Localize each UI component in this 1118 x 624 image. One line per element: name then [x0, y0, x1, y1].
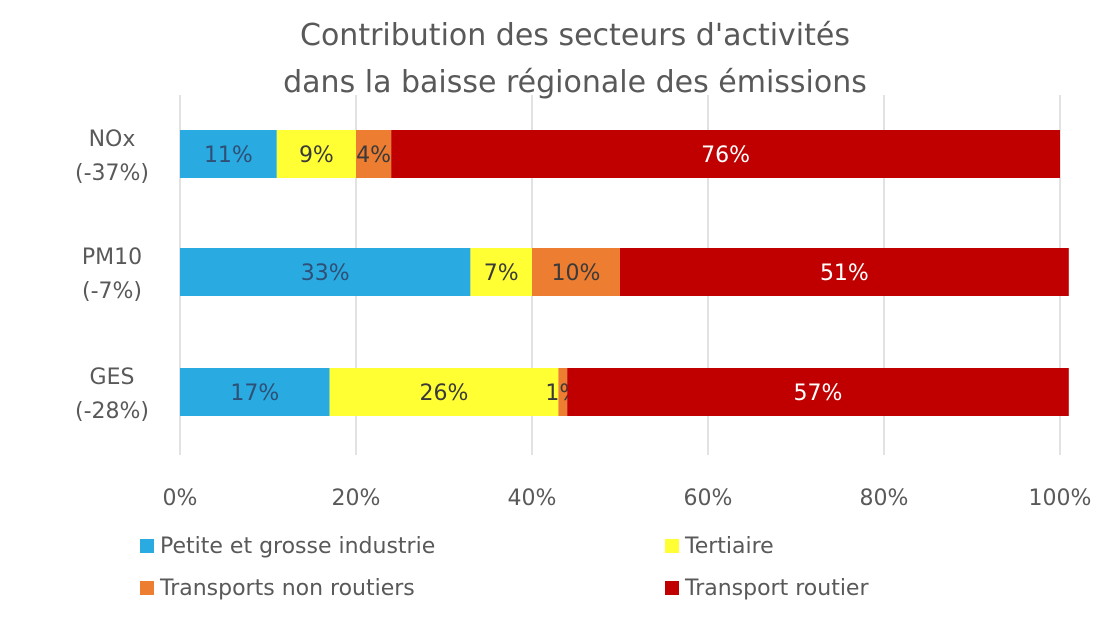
chart-title-line: dans la baisse régionale des émissions	[283, 65, 867, 100]
x-tick-label: 0%	[163, 486, 198, 511]
data-label: 17%	[230, 381, 279, 406]
x-tick-label: 60%	[684, 486, 733, 511]
category-label: GES	[90, 365, 135, 390]
data-label: 7%	[484, 261, 519, 286]
x-tick-label: 40%	[508, 486, 557, 511]
category-label: (-37%)	[75, 161, 149, 186]
category-label: NOx	[89, 127, 136, 152]
bar-segment	[532, 248, 620, 296]
legend-label: Transports non routiers	[159, 576, 415, 601]
chart-title-line: Contribution des secteurs d'activités	[300, 18, 850, 53]
data-label: 76%	[701, 143, 750, 168]
bar-segment	[558, 368, 568, 416]
legend-label: Tertiaire	[684, 534, 774, 559]
bar-segment	[470, 248, 532, 296]
category-label: (-7%)	[82, 279, 142, 304]
legend-label: Transport routier	[684, 576, 869, 601]
data-label: 11%	[204, 143, 253, 168]
bar-segment	[329, 368, 559, 416]
data-label: 26%	[420, 381, 469, 406]
category-label: (-28%)	[75, 399, 149, 424]
bar-segment	[391, 130, 1060, 178]
data-label: 51%	[820, 261, 869, 286]
x-tick-label: 80%	[860, 486, 909, 511]
category-label: PM10	[82, 245, 142, 270]
x-tick-label: 100%	[1029, 486, 1092, 511]
bar-segment	[356, 130, 392, 178]
legend-swatch	[665, 539, 679, 553]
data-label: 10%	[552, 261, 601, 286]
legend-swatch	[140, 581, 154, 595]
bar-segment	[180, 368, 330, 416]
bar-segment	[567, 368, 1069, 416]
data-label: 33%	[301, 261, 350, 286]
legend-swatch	[665, 581, 679, 595]
bar-segment	[180, 130, 277, 178]
x-tick-label: 20%	[332, 486, 381, 511]
bar-segment	[180, 248, 471, 296]
bar-segment	[276, 130, 356, 178]
bar-segment	[620, 248, 1069, 296]
data-label: 4%	[356, 143, 391, 168]
legend-swatch	[140, 539, 154, 553]
data-label: 57%	[794, 381, 843, 406]
data-label: 9%	[299, 143, 334, 168]
legend-label: Petite et grosse industrie	[160, 534, 435, 559]
